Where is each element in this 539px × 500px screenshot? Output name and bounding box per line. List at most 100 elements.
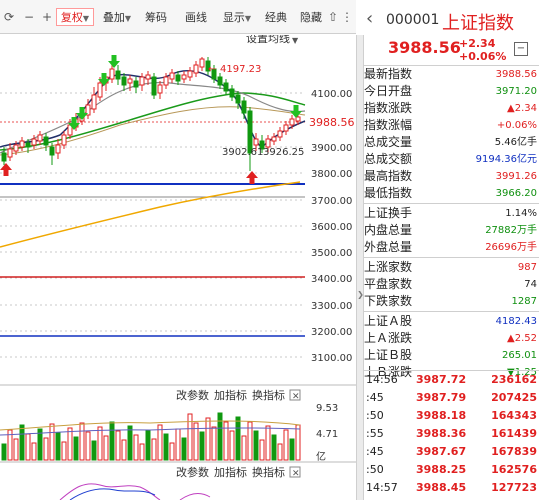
chips-button[interactable]: 筹码 [145,11,167,24]
classic-button[interactable]: 经典 [265,11,287,24]
up-arrow-icon[interactable]: ⇧ [327,10,339,24]
candle[interactable] [1,147,7,165]
plus-icon[interactable]: + [41,10,53,24]
candle[interactable] [229,85,235,101]
hide-button[interactable]: 隐藏 [300,11,322,24]
candle[interactable] [61,131,67,149]
overlay-button[interactable]: 叠加▼ [102,11,132,24]
candle[interactable] [31,135,37,149]
vol-close-x: ✕ [292,392,300,402]
index-code: 000001 [386,12,440,28]
volume-bar [19,424,25,461]
volume-bar [115,430,121,461]
stat-label: 总成交额 [364,152,413,166]
lower-indicator-line-2 [69,488,156,500]
candle[interactable] [265,135,271,153]
lower-switch-indicator-button[interactable]: 换指标 [252,465,285,479]
candle[interactable] [91,87,97,113]
candle[interactable] [259,135,265,153]
low-annotation: 3902.61 [222,147,263,158]
candle[interactable] [139,73,145,91]
vol-close-icon[interactable] [289,389,301,401]
draw-line-button[interactable]: 画线 [185,11,207,24]
lower-close-icon[interactable] [289,466,301,478]
panel-toggle[interactable]: ❯ [356,35,364,500]
candle[interactable] [115,65,121,85]
candle[interactable] [151,73,157,99]
tick-row[interactable]: 14:57 3988.45 127723 [364,479,539,497]
volume-bar [67,427,73,461]
volume-ma-line-2 [0,427,301,436]
candle[interactable] [205,57,211,75]
volume-bar [223,421,229,461]
buy-signal-down-icon [76,107,88,120]
collapse-icon[interactable]: − [514,42,528,56]
candle[interactable] [289,115,295,129]
vol-switch-indicator-button[interactable]: 换指标 [252,388,285,402]
candle[interactable] [13,141,19,155]
candle[interactable] [43,133,49,151]
kline-svg[interactable]: 设置均线 ▼ 4100.00 3900.00 3800.00 3700.00 3600.… [0,35,356,500]
vol-change-params-button[interactable]: 改参数 [176,388,209,402]
candle[interactable] [217,73,223,89]
candle[interactable] [157,81,163,99]
candle[interactable] [175,71,181,85]
back-arrow-icon[interactable]: ‹ [366,8,374,29]
candle[interactable] [187,67,193,81]
kline-chart[interactable]: 设置均线 ▼ 4100.00 3900.00 3800.00 3700.00 3600.… [0,35,356,500]
vol-add-indicator-button[interactable]: 加指标 [214,388,247,402]
candle[interactable] [211,65,217,83]
stat-label: 上Ｂ涨跌 [364,365,413,379]
stat-value: 1287 [511,296,537,307]
volume-bar [1,443,7,461]
tick-row[interactable]: :50 3988.18 164343 [364,407,539,425]
fuquan-button[interactable]: 复权▼ [56,8,94,26]
candle[interactable] [19,137,25,151]
candle[interactable] [253,133,259,151]
candle[interactable] [85,99,91,119]
candle[interactable] [37,131,43,145]
volume-bar [181,437,187,461]
candle[interactable] [25,139,31,153]
lower-change-params-button[interactable]: 改参数 [176,465,209,479]
tick-list[interactable]: 14:56 3987.72 236162:45 3987.79 207425:50 398… [364,370,539,497]
candle[interactable] [169,69,175,83]
candle[interactable] [121,73,127,91]
display-button[interactable]: 显示▼ [222,11,252,24]
candle[interactable] [163,73,169,89]
candle[interactable] [277,127,283,141]
candle[interactable] [283,121,289,135]
minus-icon[interactable]: − [23,10,35,24]
candle[interactable] [241,97,247,119]
volume-bar [151,438,157,461]
tick-row[interactable]: :45 3987.67 167839 [364,443,539,461]
candle[interactable] [7,143,13,161]
overflow-icon[interactable]: ⋮ [341,10,353,24]
candle[interactable] [247,107,253,171]
candle[interactable] [181,71,187,83]
stat-row-a-6: 最高指数 3991.26 [364,168,539,185]
candle[interactable] [127,75,133,91]
tick-row[interactable]: :45 3987.79 207425 [364,389,539,407]
lower-add-indicator-button[interactable]: 加指标 [214,465,247,479]
tick-volume: 236162 [491,373,537,386]
tick-row[interactable]: :55 3988.36 161439 [364,425,539,443]
candle[interactable] [193,61,199,77]
tick-row[interactable]: 14:56 3987.72 236162 [364,371,539,389]
settings-ma-caret-icon[interactable]: ▼ [292,36,299,45]
volume-bar [217,412,223,461]
volume-bar [277,443,283,461]
candle[interactable] [49,143,55,165]
refresh-icon[interactable]: ⟳ [3,10,15,24]
candle[interactable] [145,71,151,85]
candle[interactable] [199,57,205,71]
candle[interactable] [235,91,241,109]
stat-row-c-1: 平盘家数 74 [364,276,539,293]
candle[interactable] [133,77,139,93]
candle[interactable] [55,139,61,159]
tick-row[interactable]: :50 3988.25 162576 [364,461,539,479]
candle[interactable] [223,79,229,95]
settings-ma-label[interactable]: 设置均线 [246,35,290,45]
candle[interactable] [271,133,277,145]
ma-long-line [0,181,301,248]
